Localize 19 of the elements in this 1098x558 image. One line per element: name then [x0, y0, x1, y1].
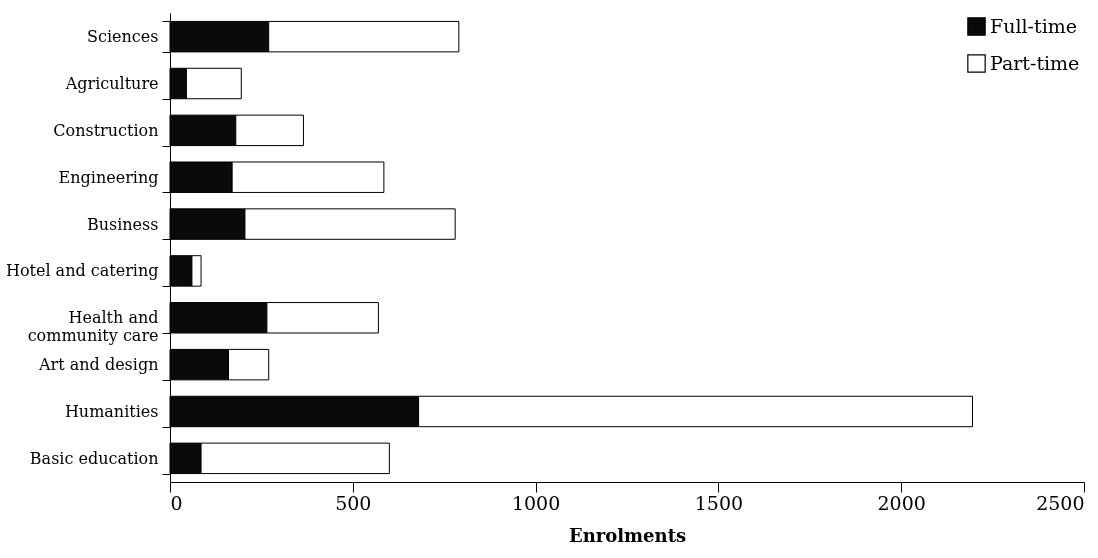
- x-tick-label: 2000: [877, 491, 926, 514]
- y-tick-label: Agriculture: [64, 74, 159, 94]
- y-tick-label: Hotel and catering: [5, 261, 159, 281]
- y-tick-label: Business: [86, 214, 159, 234]
- y-tick-label: Art and design: [38, 355, 159, 375]
- x-tick-label: 2500: [1036, 491, 1085, 514]
- y-tick-label: Construction: [53, 120, 159, 140]
- x-tick-label: 0: [170, 491, 183, 514]
- y-tick-label: Health and community care: [27, 308, 159, 346]
- y-tick-label: Engineering: [58, 167, 159, 187]
- x-tick-label: 1500: [694, 491, 744, 514]
- y-tick-label: Basic education: [29, 448, 159, 468]
- legend-label: Part-time: [990, 51, 1080, 74]
- x-tick-label: 500: [335, 491, 372, 514]
- x-tick-label: 1000: [511, 491, 561, 514]
- legend-label: Full-time: [990, 14, 1077, 37]
- x-axis-title: Enrolments: [568, 524, 687, 546]
- y-tick-label: Humanities: [64, 401, 159, 421]
- y-tick-label: Sciences: [87, 27, 159, 47]
